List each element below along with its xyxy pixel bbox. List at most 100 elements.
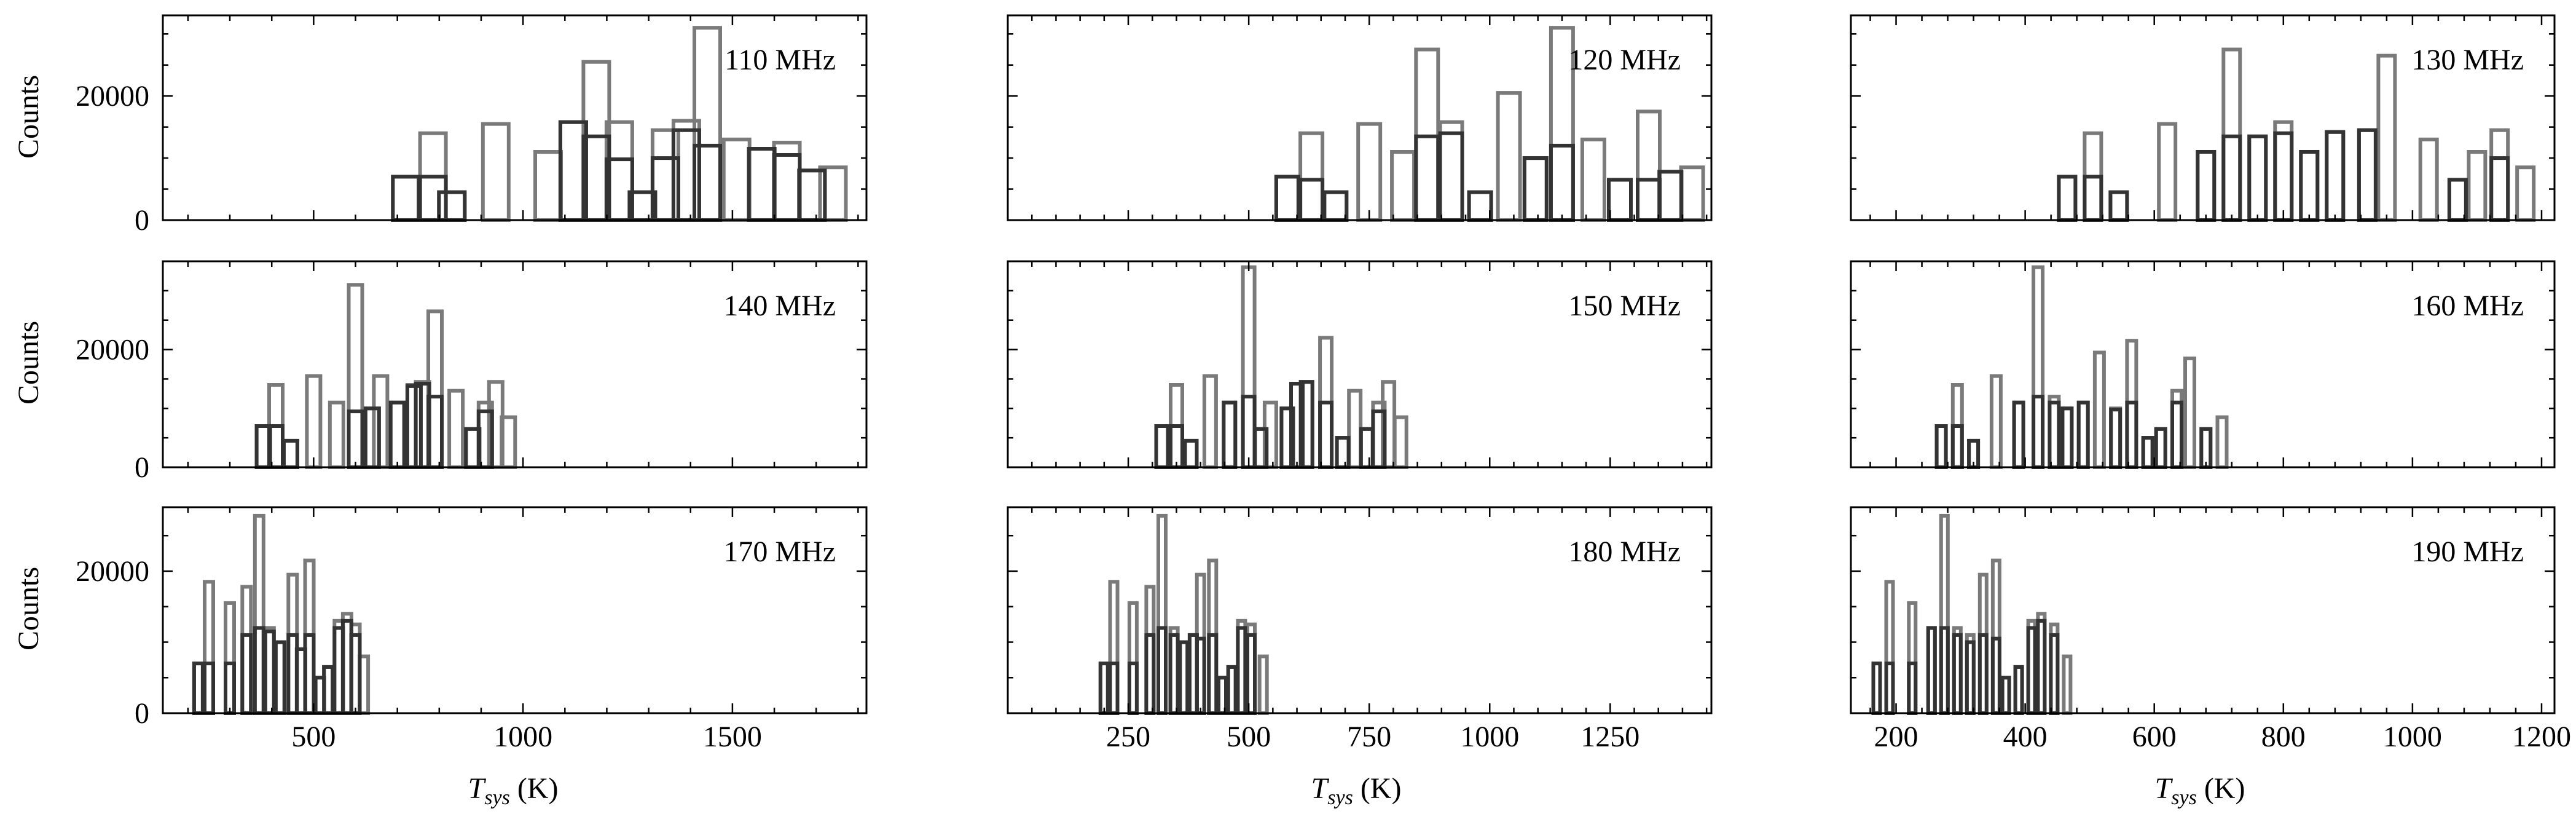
histogram-bar-inner <box>2273 131 2294 222</box>
histogram-bar-inner <box>2247 134 2268 222</box>
x-axis-label-main: T <box>468 772 487 805</box>
histogram-bar-inner <box>1335 436 1351 469</box>
histogram-bar-inner <box>2221 134 2242 222</box>
x-axis-label-unit: (K) <box>1353 772 1402 805</box>
histogram-bar <box>1679 165 1705 223</box>
histogram-bar-inner <box>1414 134 1440 222</box>
histogram-panel: 200 400 600 800 1000 1200 190 MHz <box>1850 506 2571 753</box>
histogram-bar <box>1636 109 1662 222</box>
histogram-bar-inner <box>1246 633 1257 716</box>
histogram-bar-inner <box>1144 633 1156 716</box>
histogram-bar <box>281 438 299 470</box>
histogram-panel: 150 MHz <box>1007 260 1713 470</box>
histogram-panel: 130 MHz <box>1850 14 2556 223</box>
histogram-bar-inner <box>2000 676 2011 715</box>
x-tick-label: 750 <box>1347 721 1391 753</box>
x-tick-label: 800 <box>2261 721 2306 753</box>
histogram-panel: 120 MHz <box>1007 14 1713 223</box>
x-axis-label-col1: Tsys (K) <box>468 772 559 809</box>
histogram-bar-inner <box>2048 400 2061 470</box>
y-tick-label: 0 <box>135 697 149 730</box>
panel-frequency-label: 190 MHz <box>2411 535 2524 568</box>
panel-frequency-label: 150 MHz <box>1568 290 1681 322</box>
histogram-bar <box>1438 120 1464 222</box>
histogram-bar-inner <box>391 175 421 222</box>
y-tick-label: 20000 <box>76 80 149 113</box>
axes-frame <box>1850 14 2556 221</box>
histogram-bar-inner <box>1169 424 1184 469</box>
histogram-bar-inner <box>388 400 406 470</box>
histogram-bar-inner <box>2447 178 2468 222</box>
histogram-bar <box>1496 91 1522 222</box>
histogram-bar-inner <box>437 190 467 223</box>
histogram-bar-inner <box>1168 633 1180 716</box>
panel-frequency-label: 170 MHz <box>723 535 836 568</box>
histogram-bar-inner <box>1549 143 1575 222</box>
x-tick-label: 1000 <box>2383 721 2442 753</box>
histogram-bar-inner <box>1154 424 1170 469</box>
histogram-bar-inner <box>349 633 362 716</box>
histogram-bar-inner <box>322 665 335 716</box>
histogram-bar-inner <box>2076 400 2090 470</box>
histogram-bar-inner <box>1207 633 1219 716</box>
histogram-bar-inner <box>2083 175 2103 222</box>
histogram-bar <box>1298 131 1325 222</box>
histogram-bar-inner <box>1965 640 1976 715</box>
y-tick-label: 0 <box>135 204 149 237</box>
y-axis-label-row2: Counts <box>12 321 45 405</box>
histogram-bar <box>2196 150 2217 222</box>
x-axis-label-sub: sys <box>2171 786 2197 809</box>
x-tick-label: 1250 <box>1581 721 1639 753</box>
histogram-bar-inner <box>1926 626 1937 716</box>
histogram-bar <box>1257 654 1269 715</box>
histogram-bar <box>2092 350 2106 470</box>
histogram-bar <box>2215 415 2229 469</box>
histogram-bar-inner <box>1607 178 1633 222</box>
histogram-bar <box>2357 128 2378 222</box>
histogram-bar-inner <box>2489 156 2510 223</box>
axes-frame <box>162 14 868 221</box>
histogram-bar-inner <box>2299 150 2320 222</box>
histogram-bar-inner <box>2154 427 2167 469</box>
histogram-bar <box>347 283 364 469</box>
histogram-bar-inner <box>1467 190 1493 223</box>
histogram-bar-inner <box>2026 626 2037 716</box>
x-tick-label: 1200 <box>2512 721 2571 753</box>
histogram-bar <box>328 400 345 470</box>
histogram-bar-inner <box>1318 400 1334 470</box>
histogram-bar-inner <box>1098 662 1110 715</box>
histogram-bar <box>2157 122 2178 222</box>
histogram-bar-inner <box>2036 618 2047 715</box>
panel-frequency-label: 130 MHz <box>2411 44 2524 76</box>
histogram-bar-inner <box>1108 662 1120 715</box>
x-axis-label-main: T <box>2155 772 2174 805</box>
histogram-bar-inner <box>1438 131 1464 222</box>
histogram-bar-inner <box>1522 156 1549 223</box>
histogram-bar-inner <box>2057 175 2078 222</box>
histogram-bar-inner <box>2196 150 2217 222</box>
histogram-bar-inner <box>1934 424 1948 469</box>
histogram-bar-inner <box>347 409 364 469</box>
y-tick-label: 0 <box>135 451 149 484</box>
x-axis-label-unit: (K) <box>2197 772 2245 805</box>
histogram-bar-inner <box>1298 380 1314 470</box>
histogram-bar-inner <box>1952 633 1963 716</box>
histogram-bar <box>2108 190 2129 223</box>
histogram-bar-inner <box>1939 626 1950 716</box>
panel-frequency-label: 160 MHz <box>2411 290 2524 322</box>
histogram-bar-inner <box>1950 424 1964 469</box>
histogram-bar <box>481 122 511 222</box>
x-tick-label: 1000 <box>1460 721 1519 753</box>
histogram-bar <box>2447 178 2468 222</box>
x-axis-label-col2: Tsys (K) <box>1311 772 1402 809</box>
histogram-bar-inner <box>2141 436 2154 469</box>
axes-frame <box>1007 14 1713 221</box>
histogram-bar-inner <box>2325 130 2346 222</box>
histogram-bar-inner <box>240 633 253 716</box>
x-tick-label: 1000 <box>493 721 552 753</box>
axes-frame <box>1850 260 2556 468</box>
histogram-bar-inner <box>2013 665 2024 716</box>
histogram-bar <box>1657 170 1684 222</box>
histogram-bar <box>1356 122 1383 222</box>
histogram-bar <box>2062 654 2073 715</box>
